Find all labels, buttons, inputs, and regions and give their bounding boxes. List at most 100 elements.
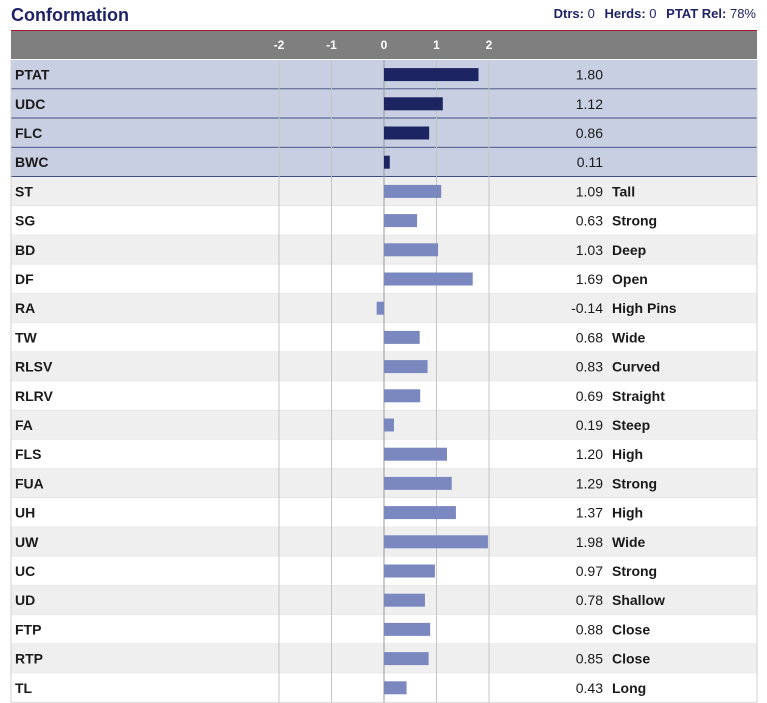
bar-ud	[384, 593, 425, 607]
trait-label: SG	[15, 213, 35, 229]
bar-tl	[384, 681, 407, 695]
trait-value: 1.03	[576, 242, 603, 258]
trait-value: 0.68	[576, 329, 603, 345]
trait-descriptor: High	[612, 505, 643, 521]
trait-label: FTP	[15, 621, 41, 637]
trait-descriptor: Curved	[612, 359, 660, 375]
bar-uw	[384, 535, 488, 549]
trait-label: TW	[15, 329, 38, 345]
axis-header-bar	[11, 31, 757, 59]
trait-value: 1.80	[576, 67, 603, 83]
herds-value: 0	[649, 6, 657, 21]
trait-value: 1.29	[576, 475, 603, 491]
bar-rtp	[384, 652, 429, 666]
trait-descriptor: Long	[612, 680, 646, 696]
trait-label: FUA	[15, 475, 44, 491]
trait-descriptor: Close	[612, 651, 650, 667]
bar-ftp	[384, 622, 431, 636]
trait-descriptor: Deep	[612, 242, 646, 258]
trait-value: 0.83	[576, 359, 603, 375]
trait-value: 0.97	[576, 563, 603, 579]
trait-label: UDC	[15, 96, 45, 112]
bar-ptat	[384, 68, 479, 82]
trait-value: 1.09	[576, 183, 603, 199]
trait-label: RA	[15, 300, 35, 316]
trait-value: 0.43	[576, 680, 603, 696]
trait-descriptor: High	[612, 446, 643, 462]
bar-tw	[384, 330, 420, 344]
reliability-label: PTAT Rel:	[666, 6, 727, 21]
trait-value: 0.11	[577, 154, 603, 170]
trait-value: 0.19	[576, 417, 603, 433]
trait-label: TL	[15, 680, 33, 696]
bar-ra	[376, 301, 384, 315]
trait-value: 1.12	[576, 96, 603, 112]
x-tick-label: -1	[326, 38, 337, 52]
trait-label: UC	[15, 563, 35, 579]
trait-value: 1.69	[576, 271, 603, 287]
trait-value: 1.98	[576, 534, 603, 550]
trait-value: 0.85	[576, 651, 603, 667]
daughters-label: Dtrs:	[553, 6, 584, 21]
bar-fa	[384, 418, 394, 432]
trait-descriptor: Strong	[612, 213, 657, 229]
trait-descriptor: High Pins	[612, 300, 677, 316]
trait-value: 0.69	[576, 388, 603, 404]
trait-descriptor: Wide	[612, 534, 646, 550]
trait-value: 0.88	[576, 621, 603, 637]
bar-rlsv	[384, 360, 428, 374]
x-tick-label: 2	[486, 38, 493, 52]
bar-fls	[384, 447, 447, 461]
stats-summary: Dtrs: 0 Herds: 0 PTAT Rel: 78%	[554, 6, 756, 21]
trait-value: 0.63	[576, 213, 603, 229]
x-tick-label: 1	[433, 38, 440, 52]
trait-descriptor: Tall	[612, 183, 635, 199]
bar-udc	[384, 97, 443, 111]
trait-value: 1.37	[576, 505, 603, 521]
bar-bd	[384, 243, 439, 257]
trait-descriptor: Shallow	[612, 592, 665, 608]
bar-uh	[384, 506, 456, 520]
bar-bwc	[384, 155, 390, 169]
x-tick-label: 0	[381, 38, 388, 52]
trait-value: 0.78	[576, 592, 603, 608]
x-tick-label: -2	[274, 38, 285, 52]
trait-label: ST	[15, 183, 33, 199]
daughters-value: 0	[587, 6, 595, 21]
trait-label: RLSV	[15, 359, 53, 375]
bar-sg	[384, 214, 418, 228]
trait-descriptor: Strong	[612, 563, 657, 579]
trait-label: RTP	[15, 651, 43, 667]
trait-descriptor: Wide	[612, 329, 646, 345]
trait-descriptor: Strong	[612, 475, 657, 491]
panel-title: Conformation	[11, 5, 129, 25]
trait-label: FA	[15, 417, 33, 433]
trait-descriptor: Straight	[612, 388, 665, 404]
trait-label: UW	[15, 534, 39, 550]
reliability-value: 78%	[729, 6, 756, 21]
bar-fua	[384, 476, 452, 490]
trait-label: BD	[15, 242, 35, 258]
trait-descriptor: Open	[612, 271, 648, 287]
trait-label: DF	[15, 271, 34, 287]
trait-descriptor: Close	[612, 621, 650, 637]
trait-value: -0.14	[571, 300, 603, 316]
trait-label: UH	[15, 505, 35, 521]
trait-label: FLC	[15, 125, 42, 141]
trait-label: FLS	[15, 446, 41, 462]
trait-value: 0.86	[576, 125, 603, 141]
herds-label: Herds:	[604, 6, 646, 21]
bar-st	[384, 184, 442, 198]
trait-label: UD	[15, 592, 35, 608]
trait-label: RLRV	[15, 388, 54, 404]
trait-descriptor: Steep	[612, 417, 650, 433]
bar-flc	[384, 126, 430, 140]
bar-df	[384, 272, 473, 286]
trait-label: BWC	[15, 154, 48, 170]
trait-value: 1.20	[576, 446, 603, 462]
bar-uc	[384, 564, 435, 578]
bar-rlrv	[384, 389, 421, 403]
trait-label: PTAT	[15, 67, 50, 83]
